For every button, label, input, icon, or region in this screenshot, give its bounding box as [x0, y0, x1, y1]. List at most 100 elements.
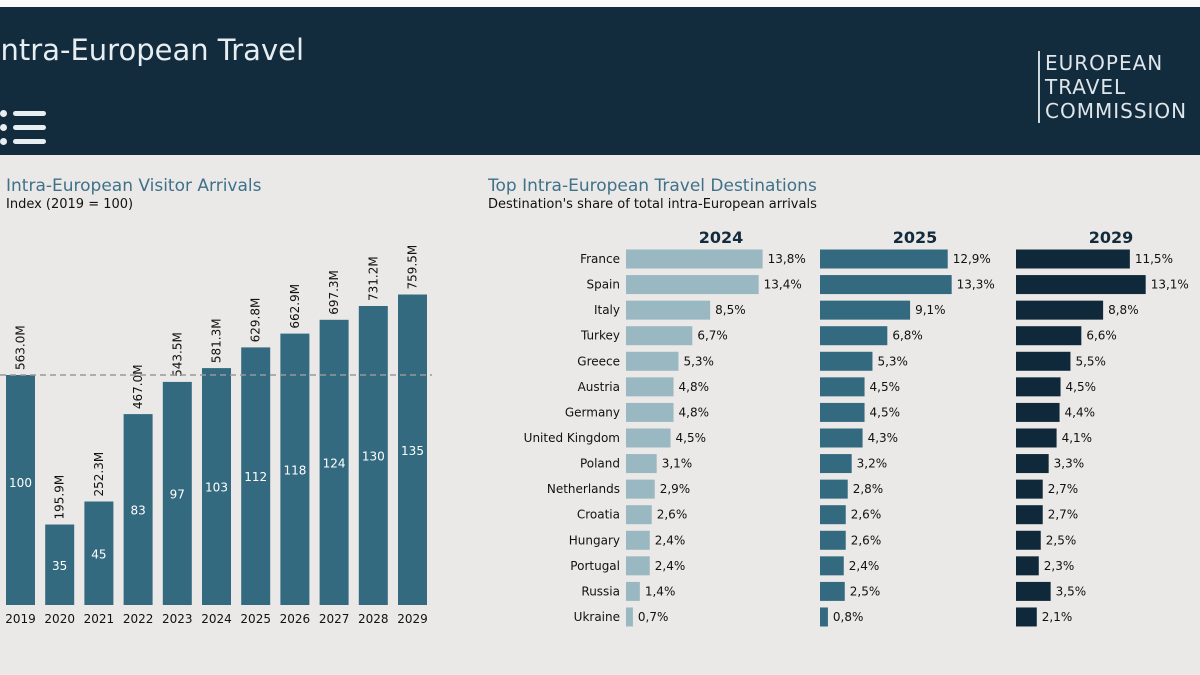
- share-label: 2,6%: [851, 508, 882, 522]
- country-label: Hungary: [569, 533, 620, 547]
- arrivals-bar: [202, 368, 231, 605]
- year-tick-label: 2024: [201, 612, 232, 626]
- arrivals-bar: [162, 381, 192, 605]
- country-label: France: [580, 252, 620, 266]
- share-label: 4,8%: [679, 405, 710, 419]
- arrivals-label: 581.3M: [210, 318, 224, 363]
- year-tick-label: 2029: [397, 612, 428, 626]
- share-label: 3,5%: [1056, 584, 1087, 598]
- arrivals-label: 252.3M: [92, 452, 106, 497]
- series-header-2029: 2029: [1089, 228, 1134, 247]
- year-tick-label: 2022: [123, 612, 154, 626]
- country-label: Germany: [565, 405, 620, 419]
- share-bar-2029: [1016, 454, 1049, 474]
- year-tick-label: 2021: [84, 612, 115, 626]
- share-bar-2024: [626, 505, 652, 525]
- share-bar-2025: [820, 556, 844, 576]
- share-label: 4,3%: [868, 431, 899, 445]
- arrivals-label: 662.9M: [288, 284, 302, 329]
- index-label: 118: [283, 463, 306, 477]
- list-icon[interactable]: [0, 108, 46, 146]
- share-bar-2025: [820, 454, 852, 474]
- share-label: 1,4%: [645, 584, 676, 598]
- index-label: 45: [91, 547, 106, 561]
- share-label: 2,4%: [655, 533, 686, 547]
- index-label: 83: [130, 504, 145, 518]
- share-label: 11,5%: [1135, 252, 1173, 266]
- share-bar-2024: [626, 377, 674, 397]
- share-label: 0,7%: [638, 610, 669, 624]
- arrivals-bar: [123, 414, 153, 605]
- share-bar-2029: [1016, 505, 1043, 525]
- country-label: Spain: [586, 278, 620, 292]
- arrivals-chart-subtitle: Index (2019 = 100): [6, 197, 134, 212]
- share-bar-2029: [1016, 351, 1071, 371]
- share-label: 6,6%: [1086, 329, 1117, 343]
- share-label: 2,4%: [655, 559, 686, 573]
- share-bar-2025: [820, 300, 911, 320]
- arrivals-label: 759.5M: [406, 245, 420, 290]
- share-bar-2024: [626, 326, 693, 346]
- share-label: 2,7%: [1048, 508, 1079, 522]
- share-label: 4,1%: [1062, 431, 1093, 445]
- share-label: 6,7%: [697, 329, 728, 343]
- share-label: 6,8%: [892, 329, 923, 343]
- arrivals-bar: [280, 333, 310, 605]
- year-tick-label: 2025: [240, 612, 271, 626]
- share-label: 12,9%: [953, 252, 991, 266]
- share-label: 5,5%: [1075, 354, 1106, 368]
- arrivals-label: 195.9M: [53, 475, 67, 520]
- share-label: 4,5%: [676, 431, 707, 445]
- country-label: Poland: [580, 457, 620, 471]
- share-label: 2,7%: [1048, 482, 1079, 496]
- share-label: 3,1%: [662, 457, 693, 471]
- arrivals-bar: [358, 306, 388, 605]
- share-bar-2025: [820, 402, 865, 422]
- share-bar-2029: [1016, 326, 1082, 346]
- country-label: Turkey: [580, 329, 620, 343]
- country-label: Italy: [594, 303, 620, 317]
- share-bar-2025: [820, 428, 863, 448]
- index-label: 135: [401, 444, 424, 458]
- share-bar-2029: [1016, 377, 1061, 397]
- destinations-chart-subtitle: Destination's share of total intra-Europ…: [488, 197, 817, 212]
- share-label: 2,8%: [853, 482, 884, 496]
- share-label: 2,6%: [657, 508, 688, 522]
- country-label: Croatia: [577, 508, 620, 522]
- arrivals-bar: [6, 375, 35, 605]
- arrivals-bar: [241, 347, 271, 605]
- share-label: 13,3%: [957, 278, 995, 292]
- share-label: 3,2%: [857, 457, 888, 471]
- share-bar-2025: [820, 377, 865, 397]
- share-bar-2025: [820, 249, 948, 269]
- share-bar-2029: [1016, 428, 1057, 448]
- top-strip: [0, 0, 1200, 7]
- share-label: 2,4%: [849, 559, 880, 573]
- destinations-chart-title: Top Intra-European Travel Destinations: [488, 176, 817, 196]
- share-bar-2029: [1016, 581, 1051, 601]
- share-label: 8,5%: [715, 303, 746, 317]
- year-tick-label: 2028: [358, 612, 389, 626]
- share-label: 8,8%: [1108, 303, 1139, 317]
- share-bar-2024: [626, 428, 671, 448]
- share-bar-2025: [820, 351, 873, 371]
- share-bar-2025: [820, 479, 848, 499]
- share-label: 2,5%: [850, 584, 881, 598]
- share-bar-2024: [626, 479, 655, 499]
- arrivals-label: 543.5M: [170, 332, 184, 377]
- series-header-2024: 2024: [699, 228, 744, 247]
- share-bar-2029: [1016, 607, 1037, 627]
- share-label: 4,5%: [870, 405, 901, 419]
- index-label: 103: [205, 481, 228, 495]
- arrivals-label: 563.0M: [14, 325, 28, 370]
- country-label: Austria: [578, 380, 620, 394]
- share-bar-2024: [626, 275, 759, 295]
- logo-line-3: COMMISSION: [1045, 99, 1188, 123]
- share-label: 13,4%: [764, 278, 802, 292]
- share-bar-2025: [820, 275, 952, 295]
- year-tick-label: 2027: [319, 612, 350, 626]
- country-label: United Kingdom: [524, 431, 620, 445]
- country-label: Greece: [577, 354, 620, 368]
- share-label: 2,5%: [1046, 533, 1077, 547]
- share-label: 0,8%: [833, 610, 864, 624]
